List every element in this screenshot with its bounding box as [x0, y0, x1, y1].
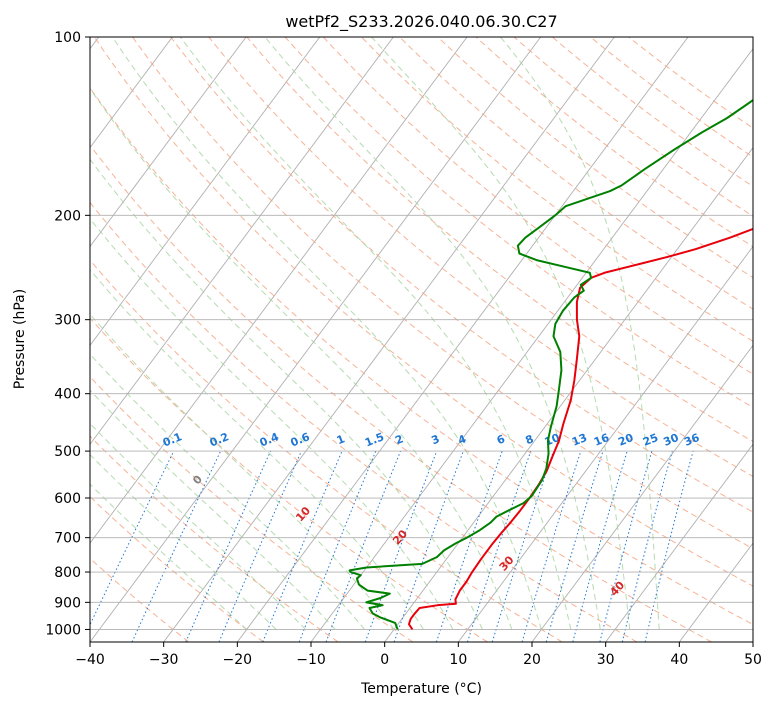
y-tick-label: 1000	[45, 622, 81, 638]
moist-adiabat-line	[112, 37, 542, 630]
y-tick-label: 600	[54, 491, 81, 507]
x-tick-label: 30	[597, 652, 615, 668]
isotherm-line	[236, 37, 689, 642]
mixing-ratio-line	[393, 450, 464, 642]
mixing-ratio-line	[621, 450, 673, 642]
isotherm-line	[90, 37, 468, 544]
mixing-ratio-label: 2	[393, 432, 405, 447]
y-ticks: 100 200 300 400 500 600 700 800 900 1000	[45, 30, 90, 638]
isotherm-line	[90, 37, 247, 248]
mixing-ratio-line	[644, 450, 694, 642]
x-axis-label: Temperature (°C)	[360, 681, 482, 697]
isotherm-line	[90, 37, 321, 347]
dry-adiabat-line	[90, 259, 563, 642]
moist-adiabat-line	[371, 37, 631, 630]
isotherm-line	[310, 47, 753, 642]
moist-adiabat-line	[179, 37, 572, 630]
x-tick-label: −10	[296, 652, 326, 668]
dry-adiabat-line	[90, 201, 638, 642]
moist-adiabat-line	[90, 217, 454, 630]
moist-adiabat-line	[90, 483, 248, 630]
series-layer	[348, 98, 753, 631]
dry-adiabat-line	[132, 37, 753, 550]
grid-layer: -100-90-80-70-60-50-40-30-20-10010203040…	[90, 37, 753, 642]
plot-frame	[89, 36, 754, 643]
mixing-ratio-line	[298, 450, 377, 642]
mixing-ratio-label: 8	[524, 432, 536, 447]
moist-adiabat-line	[90, 353, 365, 630]
isotherm-line	[531, 344, 753, 642]
mixing-ratio-label: 25	[641, 431, 660, 449]
dewpoint-profile-line	[348, 98, 753, 630]
x-tick-label: 20	[523, 652, 541, 668]
isotherm-line	[90, 37, 173, 149]
y-axis-label: Pressure (hPa)	[12, 289, 28, 389]
mixing-ratio-line	[185, 450, 272, 642]
mixing-ratio-label: 1	[335, 432, 347, 447]
x-tick-label: 0	[380, 652, 389, 668]
dry-adiabat-line	[361, 37, 753, 342]
dry-adiabat-line	[90, 87, 753, 626]
x-tick-label: −20	[223, 652, 253, 668]
y-tick-label: 400	[54, 387, 81, 403]
y-tick-label: 500	[54, 444, 81, 460]
x-tick-label: −40	[75, 652, 105, 668]
moist-adiabat-line	[90, 389, 336, 630]
mixing-ratio-line	[435, 450, 503, 642]
dry-adiabat-line	[170, 37, 753, 513]
moist-adiabat-line	[90, 268, 424, 630]
x-tick-label: 10	[449, 652, 467, 668]
moist-adiabat-line	[90, 87, 513, 630]
mixing-ratio-label: 16	[592, 431, 611, 449]
y-tick-label: 900	[54, 595, 81, 611]
moist-adiabat-line	[90, 313, 395, 630]
isotherm-line	[90, 37, 542, 642]
y-tick-label: 700	[54, 531, 81, 547]
moist-adiabat-line	[264, 37, 601, 630]
mixing-ratio-line	[521, 450, 582, 642]
mixing-ratio-line	[599, 450, 653, 642]
mixing-ratio-line	[467, 450, 532, 642]
isotherm-line	[457, 245, 753, 642]
y-tick-label: 200	[54, 208, 81, 224]
mixing-ratio-line	[325, 450, 402, 642]
mixing-ratio-line	[262, 450, 343, 642]
y-tick-label: 100	[54, 30, 81, 46]
mixing-ratio-label: 3	[430, 432, 442, 447]
mixing-ratio-line	[572, 450, 628, 642]
dry-adiabat-line	[208, 37, 753, 478]
moist-adiabat-line	[90, 158, 483, 630]
isotherm-line	[163, 37, 615, 642]
moist-adiabat-line	[90, 422, 306, 630]
x-tick-label: 50	[744, 652, 762, 668]
x-tick-label: 40	[670, 652, 688, 668]
moist-adiabat-line	[90, 453, 277, 630]
chart-title: wetPf2_S233.2026.040.06.30.C27	[285, 12, 557, 32]
x-ticks: −40 −30 −20 −10 0 10 20 30 40 50	[75, 642, 762, 668]
dry-adiabat-line	[90, 376, 414, 642]
mixing-ratio-line	[364, 450, 438, 642]
mixing-ratio-label: 36	[682, 431, 701, 449]
temperature-profile-line	[407, 227, 753, 631]
x-tick-label: −30	[149, 652, 179, 668]
dry-adiabat-line	[93, 37, 753, 587]
mixing-ratio-line	[545, 450, 604, 642]
isotherm-line	[90, 37, 394, 445]
isotherm-line	[605, 443, 753, 642]
y-tick-label: 300	[54, 313, 81, 329]
mixing-ratio-label: 30	[662, 431, 681, 449]
mixing-ratio-label: 13	[570, 431, 589, 449]
mixing-ratio-line	[218, 450, 302, 642]
dry-adiabat-line	[399, 37, 753, 310]
mixing-ratio-label: 20	[616, 431, 635, 449]
dry-adiabat-line	[90, 144, 712, 642]
y-tick-label: 800	[54, 565, 81, 581]
mixing-ratio-line	[491, 450, 554, 642]
moist-adiabat-line	[500, 37, 660, 630]
